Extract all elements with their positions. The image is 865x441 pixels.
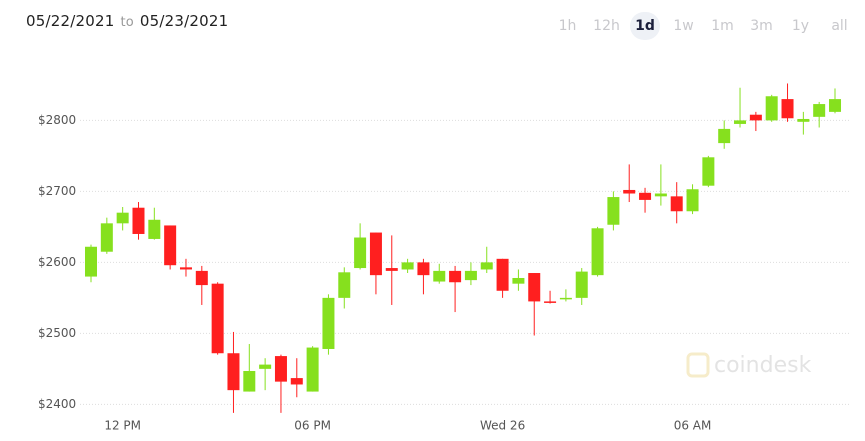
- candle-body: [211, 283, 224, 354]
- range-button[interactable]: 1w: [673, 18, 694, 34]
- candle-body: [813, 104, 826, 117]
- candle-body: [781, 99, 794, 119]
- candle-body: [369, 232, 382, 276]
- candle-body: [164, 225, 177, 266]
- y-tick-label: $2600: [38, 255, 76, 269]
- range-button[interactable]: 1d: [630, 12, 660, 40]
- candle-body: [401, 262, 414, 270]
- candle-body: [749, 114, 762, 121]
- y-tick-label: $2700: [38, 184, 76, 198]
- candle-body: [464, 270, 477, 281]
- candle-body: [322, 297, 335, 349]
- candle-body: [259, 364, 272, 369]
- range-button[interactable]: 1y: [791, 18, 810, 34]
- watermark-text: coindesk: [714, 353, 812, 378]
- candle-body: [338, 272, 351, 298]
- candle-body: [544, 301, 557, 303]
- candle-body: [765, 96, 778, 121]
- candle-body: [449, 270, 462, 283]
- candle-body: [132, 207, 145, 234]
- candle-body: [496, 258, 509, 291]
- date-range: 05/22/2021 to 05/23/2021: [26, 12, 228, 30]
- candle-body: [227, 353, 240, 391]
- range-button[interactable]: 1m: [711, 18, 734, 34]
- x-tick-label: 06 AM: [674, 419, 712, 433]
- candle-body: [433, 270, 446, 282]
- candle-body: [591, 228, 604, 276]
- x-tick-label: Wed 26: [480, 419, 525, 433]
- y-tick-label: $2500: [38, 326, 76, 340]
- candle-body: [559, 297, 572, 300]
- candle-body: [702, 157, 715, 186]
- candle-body: [718, 128, 731, 144]
- candle-body: [274, 356, 287, 382]
- candle-body: [354, 237, 367, 269]
- start-date: 05/22/2021: [26, 12, 115, 30]
- candle-body: [480, 262, 493, 270]
- range-button[interactable]: 1h: [558, 18, 577, 34]
- candle-body: [686, 189, 699, 212]
- watermark-icon: [686, 352, 710, 378]
- candle-body: [306, 347, 319, 392]
- candle-body: [290, 378, 303, 385]
- x-tick-label: 06 PM: [294, 419, 331, 433]
- candle-body: [575, 271, 588, 298]
- candle-body: [100, 223, 113, 252]
- range-button[interactable]: 12h: [593, 18, 620, 34]
- candle-body: [148, 219, 161, 239]
- candle-body: [829, 99, 842, 112]
- end-date: 05/23/2021: [139, 12, 229, 30]
- candle-body: [417, 262, 430, 276]
- range-selector: 1h 12h 1d 1w 1m 3m 1y all: [548, 12, 859, 40]
- candle-body: [623, 189, 636, 194]
- candle-body: [243, 370, 256, 392]
- watermark: coindesk: [686, 352, 812, 378]
- candle-body: [385, 268, 398, 271]
- candle-body: [639, 192, 652, 200]
- candle-body: [797, 118, 810, 122]
- x-tick-label: 12 PM: [104, 419, 141, 433]
- y-tick-label: $2400: [38, 397, 76, 411]
- candle-body: [116, 212, 129, 224]
- candle-body: [179, 267, 192, 270]
- range-button[interactable]: all: [831, 18, 848, 34]
- y-tick-label: $2800: [38, 113, 76, 127]
- candle-body: [512, 277, 525, 284]
- range-button[interactable]: 3m: [750, 18, 773, 34]
- candle-body: [85, 246, 97, 277]
- candle-body: [654, 193, 667, 197]
- to-label: to: [120, 15, 134, 30]
- candle-body: [195, 270, 208, 286]
- candle-body: [607, 197, 620, 225]
- candle-body: [670, 196, 683, 212]
- candle-body: [734, 120, 747, 124]
- candle-body: [528, 273, 541, 302]
